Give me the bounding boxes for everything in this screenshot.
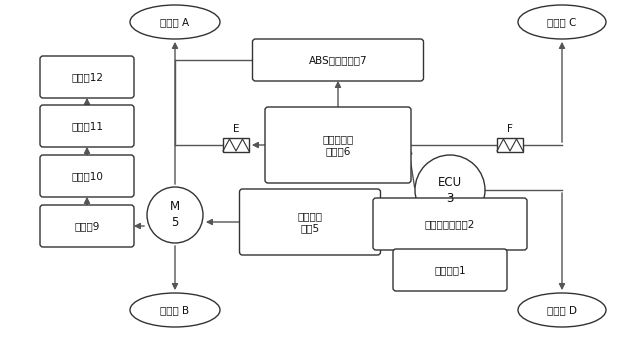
- Ellipse shape: [518, 293, 606, 327]
- FancyBboxPatch shape: [40, 56, 134, 98]
- FancyBboxPatch shape: [239, 189, 381, 255]
- Circle shape: [415, 155, 485, 225]
- Bar: [223, 138, 249, 152]
- Text: ECU
3: ECU 3: [438, 175, 462, 204]
- FancyBboxPatch shape: [253, 39, 424, 81]
- Text: 驱动轮 B: 驱动轮 B: [160, 305, 190, 315]
- Text: E: E: [233, 124, 239, 134]
- Text: 驱动轮 A: 驱动轮 A: [160, 17, 190, 27]
- Text: 电机控制
电路5: 电机控制 电路5: [297, 211, 322, 233]
- Text: 电位计11: 电位计11: [71, 121, 103, 131]
- Ellipse shape: [130, 5, 220, 39]
- FancyBboxPatch shape: [40, 205, 134, 247]
- FancyBboxPatch shape: [265, 107, 411, 183]
- Text: 蓄电池12: 蓄电池12: [71, 72, 103, 82]
- FancyBboxPatch shape: [40, 105, 134, 147]
- Text: 制动踏板1: 制动踏板1: [434, 265, 466, 275]
- Text: M
5: M 5: [170, 200, 180, 230]
- Text: 从动轮 C: 从动轮 C: [547, 17, 577, 27]
- FancyBboxPatch shape: [40, 155, 134, 197]
- Bar: [497, 138, 523, 152]
- Text: 整流器9: 整流器9: [74, 221, 100, 231]
- Text: 刹车信号传感器2: 刹车信号传感器2: [425, 219, 475, 229]
- Ellipse shape: [130, 293, 220, 327]
- Text: 滤波器10: 滤波器10: [71, 171, 103, 181]
- Ellipse shape: [518, 5, 606, 39]
- Text: 液压制动控
制电路6: 液压制动控 制电路6: [322, 134, 354, 156]
- Text: 从动轮 D: 从动轮 D: [547, 305, 577, 315]
- Text: F: F: [507, 124, 513, 134]
- Circle shape: [147, 187, 203, 243]
- FancyBboxPatch shape: [393, 249, 507, 291]
- FancyBboxPatch shape: [373, 198, 527, 250]
- Text: ABS滑模控制器7: ABS滑模控制器7: [309, 55, 368, 65]
